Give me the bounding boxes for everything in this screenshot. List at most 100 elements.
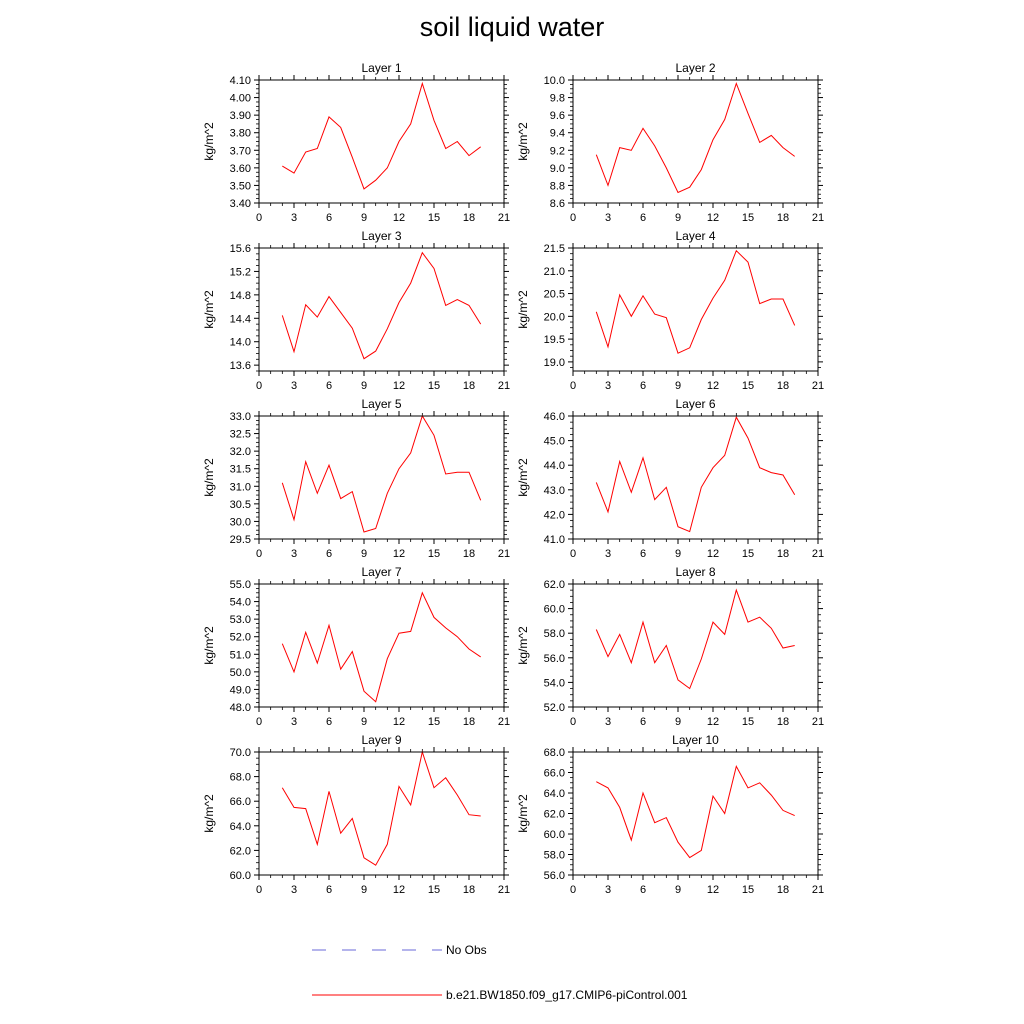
y-tick-label: 21.5 (544, 243, 565, 255)
y-tick-label: 8.8 (550, 180, 565, 192)
y-tick-label: 53.0 (230, 614, 251, 626)
x-tick-label: 18 (463, 380, 475, 392)
chart-title: soil liquid water (419, 12, 605, 42)
plot-frame (258, 415, 505, 540)
y-tick-label: 50.0 (230, 667, 251, 679)
y-tick-label: 60.0 (544, 829, 565, 841)
series-line (595, 82, 796, 194)
series-line (595, 588, 795, 690)
y-tick-label: 21.0 (544, 266, 565, 278)
series-line (282, 81, 482, 190)
y-tick-label: 60.0 (544, 604, 565, 616)
y-axis-label: kg/m^2 (516, 794, 530, 833)
x-tick-label: 6 (326, 548, 332, 560)
panel-layer-4: Layer 4 kg/m^2 0 3 6 9 12 15 18 21 19.0 19.5 20.0 20.… (516, 229, 824, 392)
x-tick-label: 9 (361, 716, 367, 728)
series-line (281, 251, 482, 360)
y-tick-label: 64.0 (544, 788, 565, 800)
x-tick-label: 15 (742, 548, 754, 560)
panel-title: Layer 9 (361, 733, 401, 747)
y-tick-label: 3.70 (230, 145, 251, 157)
x-tick-label: 9 (361, 212, 367, 224)
x-tick-label: 0 (256, 716, 262, 728)
x-tick-label: 3 (605, 548, 611, 560)
legend-label: b.e21.BW1850.f09_g17.CMIP6-piControl.001 (446, 988, 688, 1002)
panel-layer-1: Layer 1 kg/m^2 0 3 6 9 12 15 18 21 3.40 3.50 3.60 3.7… (202, 61, 510, 224)
x-tick-label: 15 (428, 212, 440, 224)
y-tick-label: 13.6 (230, 360, 251, 372)
y-tick-label: 3.80 (230, 128, 251, 140)
x-tick-label: 3 (291, 884, 297, 896)
x-tick-label: 15 (428, 716, 440, 728)
y-tick-label: 30.5 (230, 499, 251, 511)
panel-layer-3: Layer 3 kg/m^2 0 3 6 9 12 15 18 21 13.6 14.0 14.4 14.… (202, 229, 510, 392)
y-tick-label: 8.6 (550, 198, 565, 210)
x-tick-label: 0 (256, 884, 262, 896)
y-tick-label: 20.5 (544, 289, 565, 301)
panel-title: Layer 6 (675, 397, 715, 411)
y-tick-label: 14.4 (230, 313, 251, 325)
plot-frame (572, 79, 819, 204)
x-tick-label: 18 (463, 884, 475, 896)
panel-layer-7: Layer 7 kg/m^2 0 3 6 9 12 15 18 21 48.0 49.0 50.0 51.… (202, 565, 510, 728)
y-axis-label: kg/m^2 (202, 458, 216, 497)
x-tick-label: 12 (393, 548, 405, 560)
x-tick-label: 6 (326, 212, 332, 224)
x-tick-label: 21 (498, 716, 510, 728)
x-tick-label: 12 (707, 884, 719, 896)
x-tick-label: 9 (675, 548, 681, 560)
y-tick-label: 51.0 (230, 649, 251, 661)
y-tick-label: 9.4 (550, 128, 565, 140)
x-tick-label: 18 (463, 716, 475, 728)
x-tick-label: 15 (742, 716, 754, 728)
x-tick-label: 18 (777, 548, 789, 560)
y-tick-label: 20.0 (544, 311, 565, 323)
y-tick-label: 49.0 (230, 684, 251, 696)
y-tick-label: 31.0 (230, 481, 251, 493)
panel-title: Layer 1 (361, 61, 401, 75)
y-tick-label: 66.0 (544, 768, 565, 780)
y-tick-label: 48.0 (230, 702, 251, 714)
y-axis-label: kg/m^2 (202, 794, 216, 833)
y-tick-label: 3.60 (230, 163, 251, 175)
y-tick-label: 54.0 (230, 597, 251, 609)
plot-frame (258, 583, 505, 708)
x-tick-label: 15 (742, 884, 754, 896)
y-tick-label: 45.0 (544, 436, 565, 448)
y-tick-label: 14.8 (230, 290, 251, 302)
x-tick-label: 9 (675, 212, 681, 224)
x-tick-label: 15 (742, 380, 754, 392)
panel-title: Layer 4 (675, 229, 715, 243)
y-tick-label: 52.0 (230, 632, 251, 644)
panel-title: Layer 2 (675, 61, 715, 75)
y-tick-label: 4.10 (230, 75, 251, 87)
y-tick-label: 32.5 (230, 429, 251, 441)
x-tick-label: 12 (393, 380, 405, 392)
x-tick-label: 6 (640, 716, 646, 728)
y-tick-label: 52.0 (544, 702, 565, 714)
x-tick-label: 9 (675, 884, 681, 896)
x-tick-label: 6 (326, 716, 332, 728)
plot-frame (258, 751, 505, 876)
y-tick-label: 43.0 (544, 485, 565, 497)
x-tick-label: 3 (291, 548, 297, 560)
y-tick-label: 33.0 (230, 411, 251, 423)
series-line (281, 414, 482, 533)
x-tick-label: 15 (428, 548, 440, 560)
x-tick-label: 3 (291, 716, 297, 728)
x-tick-label: 6 (640, 380, 646, 392)
x-tick-label: 18 (463, 548, 475, 560)
x-tick-label: 9 (361, 380, 367, 392)
y-tick-label: 31.5 (230, 464, 251, 476)
y-tick-label: 58.0 (544, 850, 565, 862)
x-tick-label: 18 (777, 212, 789, 224)
panel-title: Layer 10 (672, 733, 719, 747)
plot-frame (258, 79, 505, 204)
x-tick-label: 6 (640, 548, 646, 560)
y-tick-label: 9.6 (550, 110, 565, 122)
y-tick-label: 42.0 (544, 509, 565, 521)
series-line (595, 249, 796, 354)
y-tick-label: 44.0 (544, 460, 565, 472)
x-tick-label: 12 (707, 380, 719, 392)
x-tick-label: 6 (640, 212, 646, 224)
